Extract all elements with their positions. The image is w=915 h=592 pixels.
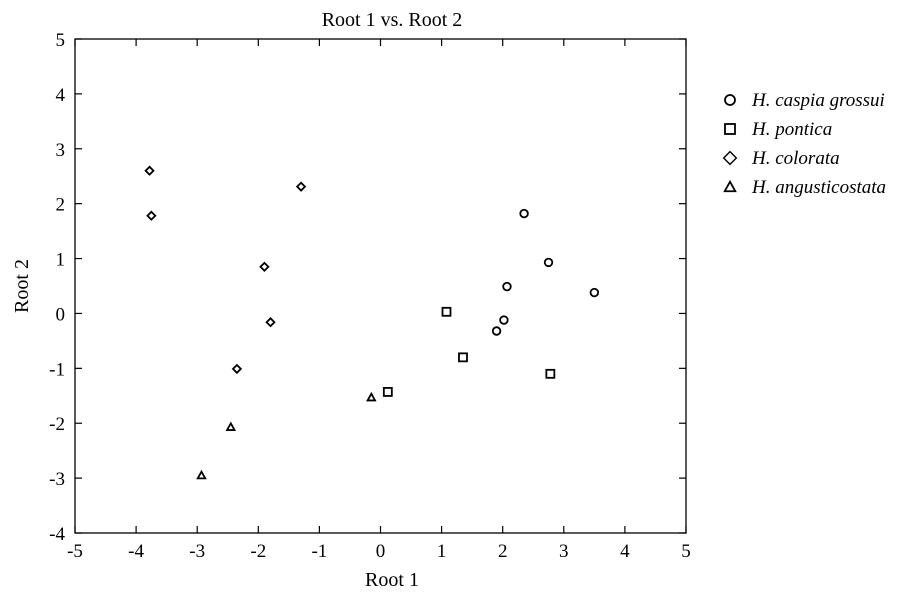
y-tick-label: -4: [49, 524, 65, 545]
square-point: [441, 306, 452, 317]
x-tick-label: -2: [250, 541, 266, 562]
triangle-point: [366, 391, 377, 402]
x-tick-label: 5: [681, 541, 691, 562]
diamond-point: [231, 363, 243, 375]
y-tick-label: 2: [56, 195, 66, 216]
x-tick-label: 4: [620, 541, 630, 562]
x-axis-label: Root 1: [365, 569, 419, 591]
triangle-point: [225, 421, 237, 431]
x-tick-label: -4: [128, 541, 144, 562]
y-tick-label: 4: [56, 85, 66, 106]
plot-frame: [74, 38, 687, 534]
legend-label: H. pontica: [751, 119, 832, 140]
legend-circle-icon: [724, 94, 736, 106]
x-tick-label: 3: [559, 541, 569, 562]
y-tick-label: -1: [49, 359, 65, 380]
legend-label: H. caspia grossui: [751, 90, 885, 111]
y-tick-label: 5: [56, 30, 66, 51]
square-point: [458, 352, 468, 363]
circle-point: [543, 257, 554, 268]
x-tick-label: 0: [376, 541, 386, 562]
circle-point: [589, 287, 600, 298]
diamond-point: [146, 210, 157, 221]
diamond-point: [295, 181, 307, 192]
y-tick-label: -2: [49, 414, 65, 435]
circle-point: [519, 208, 529, 219]
y-tick-label: -3: [49, 469, 65, 490]
circle-point: [491, 326, 502, 336]
y-tick-label: 1: [56, 250, 66, 271]
x-tick-label: 1: [437, 541, 447, 562]
x-tick-label: -3: [189, 541, 205, 562]
legend-label: H. colorata: [751, 148, 840, 169]
legend-square-icon: [724, 123, 736, 135]
legend-triangle-icon: [723, 179, 737, 193]
legend-label: H. angusticostata: [751, 177, 886, 198]
x-tick-label: -1: [311, 541, 327, 562]
legend-diamond-icon: [722, 150, 738, 166]
x-tick-label: -5: [67, 541, 83, 562]
diamond-point: [144, 165, 155, 176]
y-tick-label: 3: [56, 140, 66, 161]
y-tick-label: 0: [56, 304, 66, 325]
chart-title: Root 1 vs. Root 2: [322, 9, 463, 31]
data-points: [144, 165, 600, 480]
square-point: [545, 368, 556, 379]
circle-point: [499, 315, 509, 325]
circle-point: [502, 281, 512, 292]
x-tick-label: 2: [498, 541, 508, 562]
triangle-point: [196, 469, 207, 480]
legend: H. caspia grossui H. pontica H. colorata H.…: [722, 90, 886, 198]
y-axis-label: Root 2: [11, 259, 33, 313]
diamond-point: [259, 261, 270, 272]
square-point: [382, 387, 393, 397]
diamond-point: [265, 317, 276, 328]
